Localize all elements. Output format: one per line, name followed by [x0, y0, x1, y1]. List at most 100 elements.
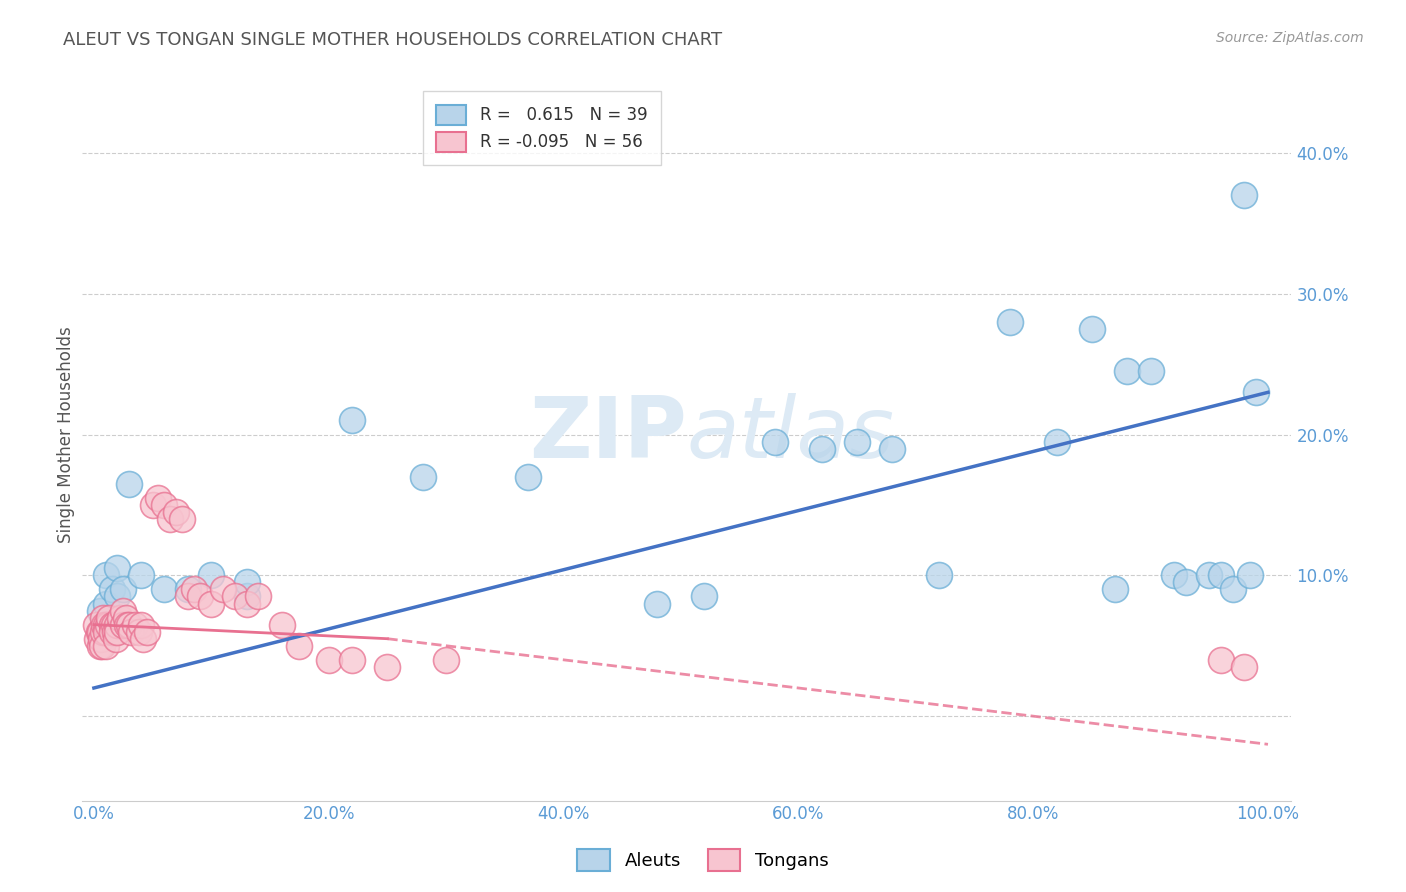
Point [1233, 660, 1256, 674]
Point [1209, 568, 1232, 582]
Point [1233, 188, 1256, 202]
Point [100, 617, 122, 632]
Point [165, 505, 187, 519]
Point [89, 624, 111, 639]
Point [1081, 322, 1104, 336]
Point [105, 632, 128, 646]
Point [84, 617, 107, 632]
Point [91, 639, 114, 653]
Point [1209, 653, 1232, 667]
Point [90, 632, 112, 646]
Point [94, 597, 117, 611]
Point [94, 568, 117, 582]
Legend: Aleuts, Tongans: Aleuts, Tongans [571, 842, 835, 879]
Point [235, 590, 257, 604]
Point [121, 624, 143, 639]
Point [763, 434, 786, 449]
Point [412, 470, 434, 484]
Point [170, 512, 193, 526]
Point [928, 568, 950, 582]
Point [1244, 385, 1267, 400]
Point [247, 590, 270, 604]
Point [882, 442, 904, 456]
Point [89, 603, 111, 617]
Point [118, 476, 141, 491]
Point [159, 512, 181, 526]
Point [647, 597, 669, 611]
Point [1139, 364, 1161, 378]
Point [517, 470, 540, 484]
Point [177, 582, 200, 597]
Point [103, 617, 125, 632]
Point [98, 610, 121, 624]
Point [1116, 364, 1139, 378]
Point [118, 617, 141, 632]
Point [132, 632, 155, 646]
Point [434, 653, 457, 667]
Point [1198, 568, 1220, 582]
Point [87, 624, 110, 639]
Point [105, 624, 128, 639]
Text: atlas: atlas [686, 393, 894, 476]
Point [105, 590, 128, 604]
Point [93, 617, 115, 632]
Point [1046, 434, 1069, 449]
Point [340, 653, 363, 667]
Point [340, 413, 363, 427]
Point [846, 434, 869, 449]
Point [811, 442, 834, 456]
Point [124, 617, 146, 632]
Point [91, 610, 114, 624]
Point [135, 624, 157, 639]
Point [998, 315, 1021, 329]
Point [112, 582, 135, 597]
Point [94, 617, 117, 632]
Point [235, 597, 257, 611]
Text: ALEUT VS TONGAN SINGLE MOTHER HOUSEHOLDS CORRELATION CHART: ALEUT VS TONGAN SINGLE MOTHER HOUSEHOLDS… [63, 31, 723, 49]
Point [148, 491, 170, 505]
Text: Source: ZipAtlas.com: Source: ZipAtlas.com [1216, 31, 1364, 45]
Point [128, 624, 150, 639]
Point [91, 617, 114, 632]
Point [1174, 575, 1197, 590]
Point [153, 498, 176, 512]
Point [129, 568, 152, 582]
Point [200, 568, 222, 582]
Point [224, 590, 246, 604]
Point [212, 582, 235, 597]
Point [100, 624, 122, 639]
Point [94, 624, 117, 639]
Point [318, 653, 340, 667]
Point [1163, 568, 1185, 582]
Point [89, 639, 111, 653]
Point [1104, 582, 1126, 597]
Point [91, 624, 114, 639]
Point [108, 610, 131, 624]
Point [112, 617, 135, 632]
Point [288, 639, 311, 653]
Legend: R =   0.615   N = 39, R = -0.095   N = 56: R = 0.615 N = 39, R = -0.095 N = 56 [423, 92, 661, 166]
Point [104, 624, 127, 639]
Point [97, 617, 120, 632]
Point [270, 617, 292, 632]
Point [377, 660, 399, 674]
Point [1239, 568, 1261, 582]
Point [153, 582, 176, 597]
Point [177, 590, 200, 604]
Point [129, 617, 152, 632]
Y-axis label: Single Mother Households: Single Mother Households [58, 326, 75, 543]
Point [114, 610, 136, 624]
Point [693, 590, 716, 604]
Point [188, 590, 211, 604]
Point [105, 561, 128, 575]
Point [105, 617, 128, 632]
Point [100, 582, 122, 597]
Point [112, 603, 135, 617]
Point [94, 639, 117, 653]
Point [86, 632, 108, 646]
Point [183, 582, 205, 597]
Point [115, 617, 138, 632]
Point [142, 498, 165, 512]
Text: ZIP: ZIP [529, 393, 686, 476]
Point [235, 575, 257, 590]
